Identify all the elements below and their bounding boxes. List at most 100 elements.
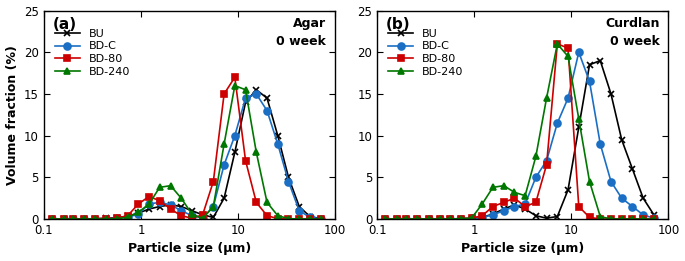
BU: [639, 197, 647, 200]
Legend: BU, BD-C, BD-80, BD-240: BU, BD-C, BD-80, BD-240: [55, 29, 130, 77]
BD-240: [199, 217, 207, 220]
BU: [618, 138, 626, 141]
BD-240: [521, 194, 530, 197]
BD-80: [145, 195, 153, 198]
BD-240: [381, 217, 389, 221]
BD-240: [532, 155, 540, 158]
BU: [607, 92, 615, 96]
BU: [650, 213, 658, 216]
Text: Curdlan
0 week: Curdlan 0 week: [605, 17, 660, 48]
BD-C: [618, 197, 626, 200]
BD-240: [447, 217, 455, 221]
BD-80: [306, 217, 314, 221]
BU: [596, 59, 604, 62]
BD-80: [273, 217, 282, 220]
BU: [447, 217, 455, 221]
BU: [381, 217, 389, 221]
BD-80: [564, 46, 572, 50]
BD-80: [188, 217, 196, 220]
BD-240: [564, 55, 572, 58]
BD-80: [102, 217, 110, 220]
BD-80: [586, 216, 594, 219]
BD-240: [489, 186, 497, 189]
BD-C: [241, 97, 249, 100]
BU: [553, 215, 562, 218]
BD-240: [69, 217, 77, 221]
BD-80: [628, 217, 636, 221]
BU: [60, 217, 68, 221]
BD-240: [457, 217, 465, 220]
BD-240: [393, 217, 401, 221]
BD-C: [177, 209, 186, 212]
Line: BD-C: BD-C: [382, 49, 658, 222]
BD-240: [177, 197, 186, 200]
BD-240: [166, 184, 175, 187]
BD-80: [123, 214, 132, 217]
BD-C: [543, 159, 551, 162]
BD-80: [639, 217, 647, 221]
BU: [69, 217, 77, 221]
BU: [543, 217, 551, 220]
BD-80: [393, 217, 401, 221]
Line: BD-240: BD-240: [382, 40, 658, 222]
BD-C: [209, 205, 217, 208]
BD-C: [650, 217, 658, 220]
BD-80: [478, 214, 486, 217]
BD-C: [145, 203, 153, 206]
Line: BD-80: BD-80: [49, 74, 323, 222]
BD-240: [425, 217, 433, 221]
BU: [467, 217, 475, 220]
BD-80: [284, 217, 292, 221]
BD-C: [447, 217, 455, 221]
BD-240: [273, 214, 282, 217]
Text: (a): (a): [53, 17, 77, 32]
BD-80: [231, 76, 239, 79]
BU: [47, 217, 55, 221]
BD-240: [575, 117, 583, 121]
BD-80: [618, 217, 626, 221]
BD-C: [60, 217, 68, 221]
BD-240: [209, 205, 217, 208]
BD-80: [69, 217, 77, 221]
BD-240: [241, 88, 249, 91]
BD-80: [80, 217, 88, 221]
BD-C: [155, 201, 164, 204]
BD-C: [80, 217, 88, 221]
BD-C: [316, 217, 325, 220]
BU: [425, 217, 433, 221]
BD-C: [220, 163, 228, 167]
BU: [316, 217, 325, 220]
BD-C: [425, 217, 433, 221]
BD-80: [316, 217, 325, 221]
BD-80: [199, 213, 207, 216]
BD-80: [425, 217, 433, 221]
BD-C: [639, 213, 647, 216]
BD-C: [596, 143, 604, 146]
BD-80: [263, 214, 271, 217]
Legend: BU, BD-C, BD-80, BD-240: BU, BD-C, BD-80, BD-240: [388, 29, 463, 77]
BU: [575, 126, 583, 129]
BU: [564, 188, 572, 191]
BU: [263, 97, 271, 100]
BU: [273, 134, 282, 137]
BD-80: [607, 217, 615, 221]
BU: [80, 217, 88, 221]
BD-80: [553, 42, 562, 45]
BD-240: [596, 215, 604, 218]
BD-240: [650, 217, 658, 221]
BD-C: [393, 217, 401, 221]
BD-240: [607, 217, 615, 221]
BD-80: [381, 217, 389, 221]
BD-80: [489, 205, 497, 208]
BD-240: [316, 217, 325, 221]
Text: Agar
0 week: Agar 0 week: [277, 17, 326, 48]
BD-C: [553, 122, 562, 125]
BU: [177, 205, 186, 208]
BD-240: [263, 201, 271, 204]
BD-C: [628, 205, 636, 208]
BD-80: [499, 201, 508, 204]
BD-80: [413, 217, 421, 221]
BD-C: [252, 92, 260, 96]
BD-240: [639, 217, 647, 221]
BD-C: [284, 180, 292, 183]
